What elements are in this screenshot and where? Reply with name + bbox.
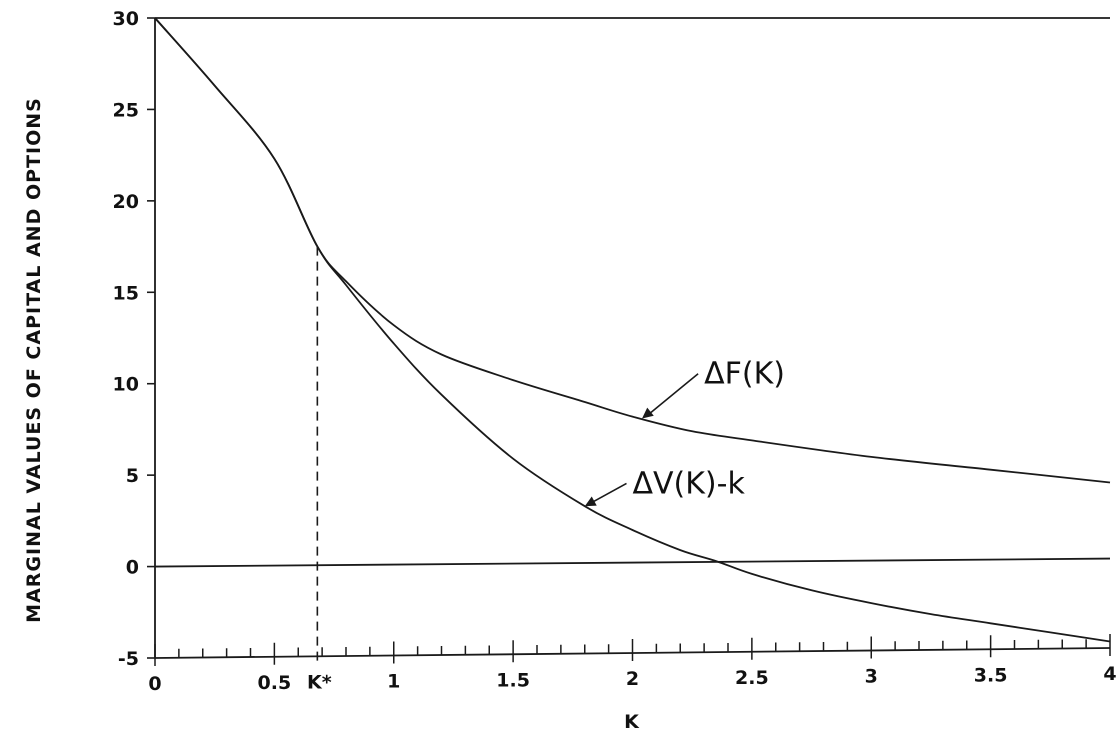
x-tick-label: 3	[865, 666, 878, 688]
x-tick-label: 1.5	[496, 669, 530, 691]
y-tick-label: 0	[126, 557, 139, 579]
delta-f-curve	[154, 17, 1111, 484]
annotation-arrow-shaft	[645, 373, 699, 418]
y-tick-label: 20	[113, 191, 139, 213]
k-star-marker: K*	[307, 246, 332, 693]
y-tick-label: -5	[118, 648, 139, 670]
y-tick-label: 30	[113, 8, 139, 30]
annotation-arrow-head	[642, 407, 654, 419]
axis-ticks: -5 0 5 10 15 20 25 30 0 0.5 1 1.5 2 2.5 3 3.5 4	[113, 8, 1117, 695]
k-star-label: K*	[307, 671, 332, 693]
delta-v-label: ΔV(K)-k	[633, 466, 746, 501]
x-tick-label: 0.5	[258, 672, 292, 694]
y-axis-title: MARGINAL VALUES OF CAPITAL AND OPTIONS	[23, 97, 45, 623]
delta-v-curve	[154, 17, 1111, 643]
annotation-arrow-shaft	[588, 482, 627, 505]
y-tick-label: 25	[113, 99, 139, 121]
y-tick-label: 10	[113, 374, 139, 396]
delta-f-label: ΔF(K)	[704, 357, 785, 392]
curves	[154, 17, 1111, 643]
zero-baseline-layer	[154, 557, 1111, 568]
x-tick-label: 4	[1103, 663, 1116, 685]
y-tick-label: 15	[113, 282, 139, 304]
x-tick-label: 2.5	[735, 667, 769, 689]
x-tick-label: 1	[387, 671, 400, 693]
x-tick-label: 0	[148, 673, 161, 695]
zero-baseline	[154, 557, 1111, 568]
x-axis-title: K	[624, 711, 640, 733]
x-tick-label: 3.5	[974, 664, 1008, 686]
annotations: ΔF(K) ΔV(K)-k	[584, 357, 785, 507]
y-tick-label: 5	[126, 465, 139, 487]
x-tick-label: 2	[626, 668, 639, 690]
annotation-arrow-head	[584, 496, 597, 507]
